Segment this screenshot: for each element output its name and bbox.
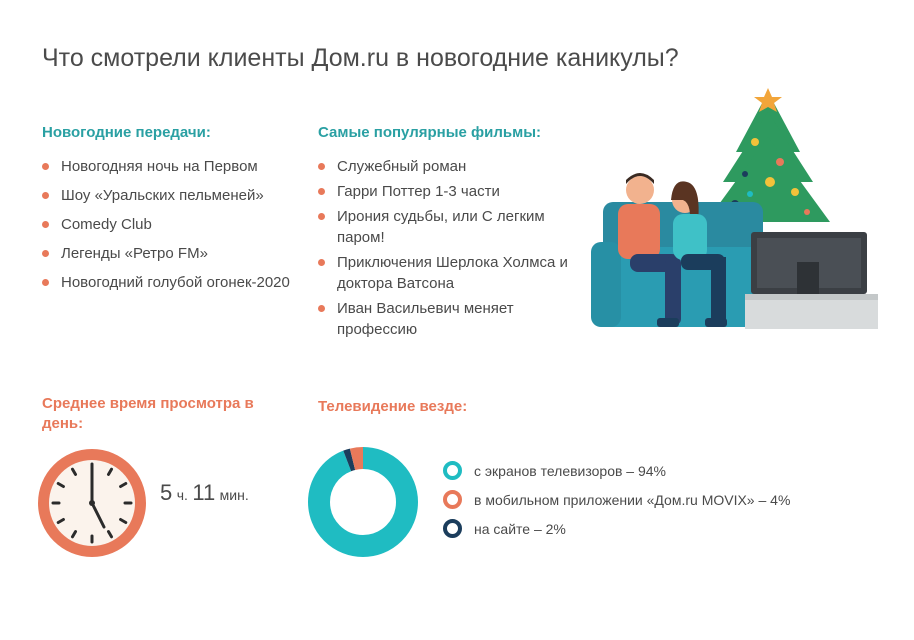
list-item: Легенды «Ретро FM»	[42, 243, 292, 264]
films-heading: Самые популярные фильмы:	[318, 124, 542, 141]
clock-tick	[119, 482, 128, 488]
tv-icon	[745, 232, 878, 329]
legend-ring-icon	[443, 490, 462, 509]
list-item: Comedy Club	[42, 214, 292, 235]
list-item: Новогодний голубой огонек-2020	[42, 272, 292, 293]
hours-unit: ч.	[176, 487, 188, 503]
clock-tick	[107, 530, 113, 539]
legend-label: с экранов телевизоров – 94%	[474, 462, 667, 479]
donut-segment	[308, 447, 418, 557]
clock-tick	[71, 530, 77, 539]
legend-item-mobile: в мобильном приложении «Дом.ru MOVIX» – …	[443, 485, 790, 514]
list-item: Служебный роман	[318, 156, 578, 177]
clock-tick	[56, 482, 65, 488]
clock-icon	[38, 449, 146, 557]
christmas-tree-icon	[706, 88, 830, 222]
shows-heading: Новогодние передачи:	[42, 124, 211, 141]
couple-on-sofa-icon	[618, 173, 727, 327]
clock-tick	[71, 467, 77, 476]
shows-list: Новогодняя ночь на Первом Шоу «Уральских…	[42, 156, 292, 301]
list-item: Новогодняя ночь на Первом	[42, 156, 292, 177]
minutes-value: 11	[192, 480, 216, 505]
usage-donut-chart	[308, 447, 418, 557]
legend-item-site: на сайте – 2%	[443, 514, 790, 543]
legend-ring-icon	[443, 461, 462, 480]
legend-label: на сайте – 2%	[474, 520, 566, 537]
clock-tick	[107, 467, 113, 476]
clock-tick	[119, 518, 128, 524]
hours-value: 5	[160, 480, 173, 505]
films-list: Служебный роман Гарри Поттер 1-3 части И…	[318, 156, 578, 344]
donut-legend: с экранов телевизоров – 94% в мобильном …	[443, 456, 790, 543]
avg-time-heading: Среднее время просмотра в день:	[42, 395, 254, 432]
avg-time-value: 5 ч. 11 мин.	[160, 480, 249, 506]
page-title: Что смотрели клиенты Дом.ru в новогодние…	[42, 44, 679, 72]
legend-item-tv: с экранов телевизоров – 94%	[443, 456, 790, 485]
list-item: Ирония судьбы, или С легким паром!	[318, 206, 578, 248]
list-item: Иван Васильевич меняет профессию	[318, 298, 578, 340]
legend-ring-icon	[443, 519, 462, 538]
minutes-unit: мин.	[219, 487, 249, 503]
donut-segment	[308, 447, 418, 557]
list-item: Гарри Поттер 1-3 части	[318, 181, 578, 202]
tv-everywhere-heading: Телевидение везде:	[318, 398, 468, 415]
list-item: Шоу «Уральских пельменей»	[42, 185, 292, 206]
legend-label: в мобильном приложении «Дом.ru MOVIX» – …	[474, 491, 791, 508]
illustration	[591, 88, 878, 329]
list-item: Приключения Шерлока Холмса и доктора Ват…	[318, 252, 578, 294]
clock-tick	[56, 518, 65, 524]
